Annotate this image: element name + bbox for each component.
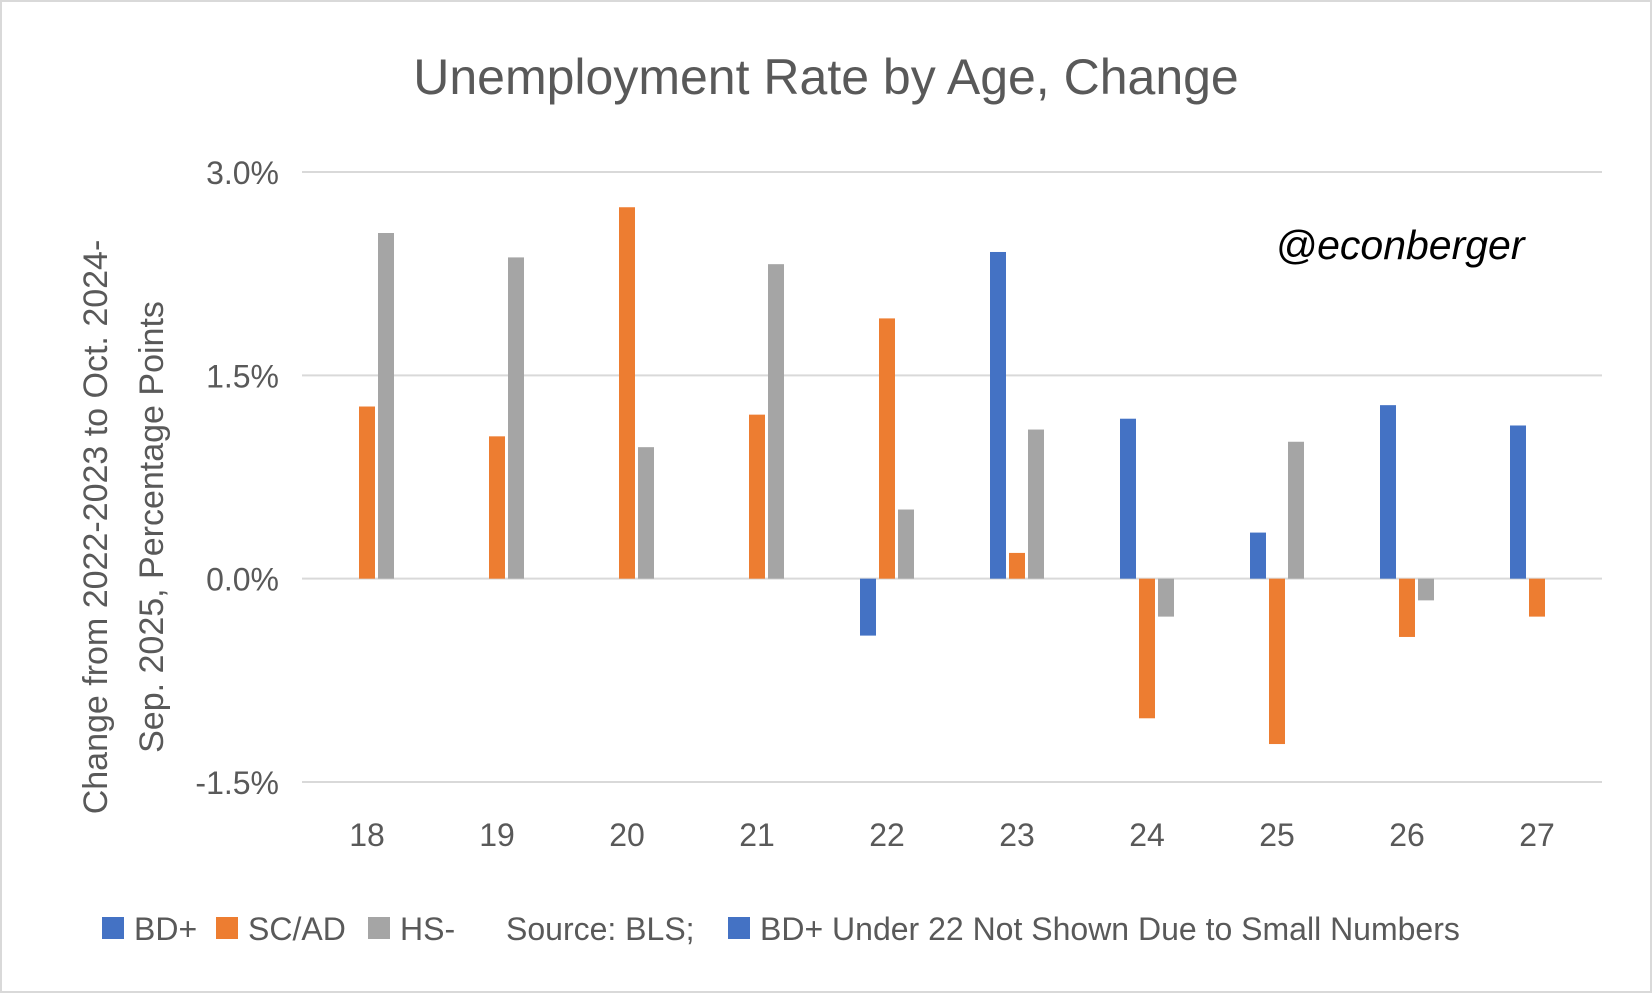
bar-sc-ad-age-22	[879, 318, 895, 579]
bar-hs-age-18	[378, 233, 394, 579]
bar-sc-ad-age-25	[1269, 578, 1285, 745]
bar-hs-age-26	[1418, 578, 1434, 601]
y-tick-label: 1.5%	[206, 358, 279, 394]
bar-hs-age-25	[1288, 441, 1304, 579]
watermark: @econberger	[1275, 222, 1526, 268]
bars	[359, 207, 1545, 745]
bar-bd-age-26	[1380, 405, 1396, 579]
bar-hs-age-21	[768, 264, 784, 579]
bar-sc-ad-age-26	[1399, 578, 1415, 637]
legend-bd-plus-swatch	[102, 917, 124, 939]
x-tick-label: 27	[1519, 817, 1555, 853]
x-tick-label: 18	[349, 817, 385, 853]
y-tick-label: 3.0%	[206, 155, 279, 191]
bar-sc-ad-age-27	[1529, 578, 1545, 617]
bar-bd-age-22	[860, 578, 876, 636]
legend-hs-minus-swatch	[368, 917, 390, 939]
y-axis-title-line-1: Change from 2022-2023 to Oct. 2024-	[77, 240, 115, 815]
y-tick-label: -1.5%	[195, 765, 279, 801]
bar-sc-ad-age-21	[749, 414, 765, 579]
legend-note-swatch	[728, 917, 750, 939]
legend-sc-ad-label: SC/AD	[248, 911, 346, 947]
bar-bd-age-25	[1250, 532, 1266, 579]
y-axis-title: Change from 2022-2023 to Oct. 2024- Sep.…	[77, 240, 171, 815]
y-tick-label: 0.0%	[206, 562, 279, 598]
x-tick-label: 24	[1129, 817, 1165, 853]
y-axis-title-line-2: Sep. 2025, Percentage Points	[133, 301, 171, 753]
legend-sc-ad-swatch	[216, 917, 238, 939]
bar-bd-age-23	[990, 251, 1006, 579]
x-tick-label: 19	[479, 817, 515, 853]
bar-sc-ad-age-18	[359, 406, 375, 579]
legend-note-label: BD+ Under 22 Not Shown Due to Small Numb…	[760, 911, 1460, 947]
legend-bd-plus-label: BD+	[134, 911, 197, 947]
chart-title: Unemployment Rate by Age, Change	[413, 49, 1239, 105]
bar-sc-ad-age-23	[1009, 552, 1025, 579]
bar-hs-age-20	[638, 447, 654, 579]
bar-hs-age-22	[898, 509, 914, 579]
x-tick-label: 22	[869, 817, 905, 853]
legend-hs-minus-label: HS-	[400, 911, 455, 947]
x-tick-labels: 18 19 20 21 22 23 24 25 26 27	[349, 817, 1555, 853]
x-tick-label: 20	[609, 817, 645, 853]
bar-hs-age-23	[1028, 429, 1044, 579]
x-tick-label: 21	[739, 817, 775, 853]
source-note: Source: BLS;	[506, 911, 695, 947]
bar-hs-age-24	[1158, 578, 1174, 617]
bar-bd-age-24	[1120, 418, 1136, 579]
y-tick-labels: -1.5% 0.0% 1.5% 3.0%	[195, 155, 279, 801]
legend: BD+ SC/AD HS- Source: BLS; BD+ Under 22 Not …	[102, 911, 1460, 947]
bar-bd-age-27	[1510, 425, 1526, 579]
bar-sc-ad-age-24	[1139, 578, 1155, 719]
x-tick-label: 23	[999, 817, 1035, 853]
bar-sc-ad-age-19	[489, 436, 505, 579]
bar-hs-age-19	[508, 257, 524, 579]
x-tick-label: 26	[1389, 817, 1425, 853]
x-tick-label: 25	[1259, 817, 1295, 853]
bar-sc-ad-age-20	[619, 207, 635, 579]
